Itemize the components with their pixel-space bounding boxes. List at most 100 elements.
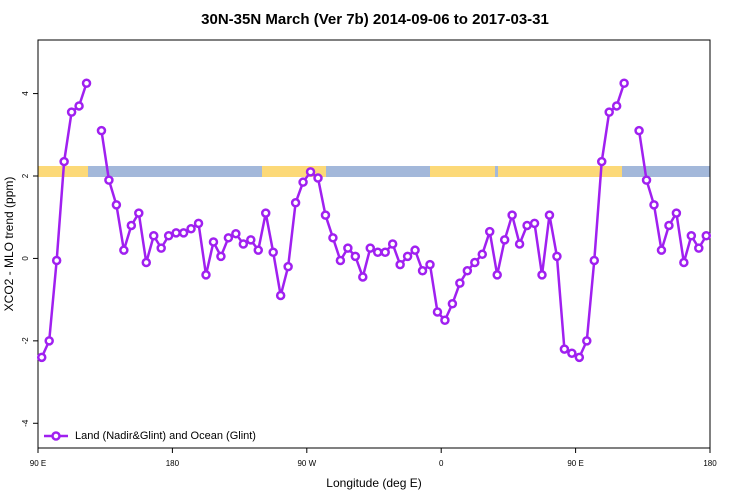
data-point: [178, 228, 189, 238]
data-point: [111, 200, 122, 210]
data-point: [440, 315, 450, 325]
data-point: [148, 231, 159, 241]
chart-title: 30N-35N March (Ver 7b) 2014-09-06 to 201…: [201, 11, 549, 28]
data-point: [470, 257, 480, 268]
data-point: [335, 255, 346, 266]
data-point: [425, 259, 435, 270]
data-point: [417, 266, 428, 276]
data-point: [589, 255, 600, 266]
y-tick-label: -4: [21, 419, 30, 427]
data-point: [171, 228, 181, 238]
data-point: [634, 125, 644, 136]
data-point: [141, 257, 152, 268]
data-point: [552, 251, 562, 262]
data-point: [574, 352, 585, 363]
data-point: [246, 235, 256, 245]
x-tick-label: 0: [439, 459, 444, 468]
data-point: [343, 243, 353, 253]
data-point: [260, 208, 271, 218]
data-point: [163, 231, 174, 241]
x-tick-label: 90 E: [567, 459, 583, 468]
data-point: [231, 228, 241, 239]
x-tick-label: 90 W: [297, 459, 316, 468]
data-point: [328, 233, 338, 243]
data-point: [649, 200, 659, 210]
data-point: [582, 336, 592, 346]
data-point: [104, 175, 114, 185]
y-axis-label: XCO2 - MLO trend (ppm): [2, 177, 16, 312]
land-ocean-band: [38, 166, 710, 177]
series-line: [637, 130, 708, 263]
data-point: [81, 78, 92, 89]
data-point: [358, 272, 368, 282]
data-point: [238, 239, 249, 249]
data-point: [477, 249, 488, 260]
data-point: [559, 344, 570, 354]
data-point: [522, 220, 532, 231]
data-point: [134, 208, 144, 218]
land-band: [262, 166, 326, 177]
data-point: [410, 245, 420, 255]
data-point: [156, 243, 166, 253]
data-point: [514, 239, 525, 249]
data-point: [365, 243, 376, 253]
data-point: [313, 173, 323, 183]
data-point: [275, 290, 286, 301]
data-point: [544, 210, 555, 220]
data-point: [186, 224, 196, 234]
data-point: [59, 156, 69, 167]
data-point: [380, 247, 390, 257]
x-axis-label: Longitude (deg E): [326, 476, 421, 490]
data-point: [36, 352, 47, 363]
land-band: [430, 166, 495, 177]
data-point: [507, 210, 517, 220]
x-tick-label: 180: [703, 459, 717, 468]
data-point: [283, 261, 293, 272]
data-point: [596, 156, 607, 167]
data-point: [492, 270, 502, 280]
data-point: [462, 266, 473, 276]
data-point: [567, 348, 577, 358]
series-line: [100, 82, 626, 360]
data-point: [66, 107, 77, 117]
data-point: [290, 198, 301, 208]
data-point: [320, 210, 331, 220]
data-point: [455, 278, 465, 288]
data-point: [387, 239, 398, 249]
data-point: [51, 255, 62, 266]
data-point: [305, 167, 316, 177]
ocean-band: [38, 166, 710, 177]
data-point: [201, 270, 211, 280]
data-point: [671, 208, 682, 218]
data-point: [529, 218, 540, 229]
data-point: [268, 247, 278, 257]
data-point: [432, 307, 443, 317]
data-point: [656, 245, 667, 255]
data-point: [350, 251, 361, 262]
data-point: [679, 257, 689, 268]
legend-marker: [51, 431, 61, 441]
data-point: [253, 245, 264, 255]
data-point: [208, 237, 219, 247]
series-line: [40, 82, 88, 358]
data-point: [119, 245, 129, 255]
legend-label: Land (Nadir&Glint) and Ocean (Glint): [75, 430, 256, 442]
data-point: [499, 235, 510, 245]
data-point: [402, 251, 413, 262]
data-point: [44, 336, 54, 346]
data-point: [694, 243, 704, 253]
y-tick-label: 4: [21, 91, 30, 96]
data-point: [664, 220, 674, 231]
land-band: [498, 166, 622, 177]
x-tick-label: 90 E: [30, 459, 46, 468]
data-point: [395, 259, 405, 270]
data-point: [619, 78, 629, 89]
data-point: [604, 107, 614, 117]
data-point: [611, 101, 622, 111]
data-point: [216, 251, 226, 262]
data-point: [126, 220, 137, 231]
data-point: [686, 231, 697, 241]
data-point: [701, 231, 712, 241]
data-point: [372, 247, 383, 257]
